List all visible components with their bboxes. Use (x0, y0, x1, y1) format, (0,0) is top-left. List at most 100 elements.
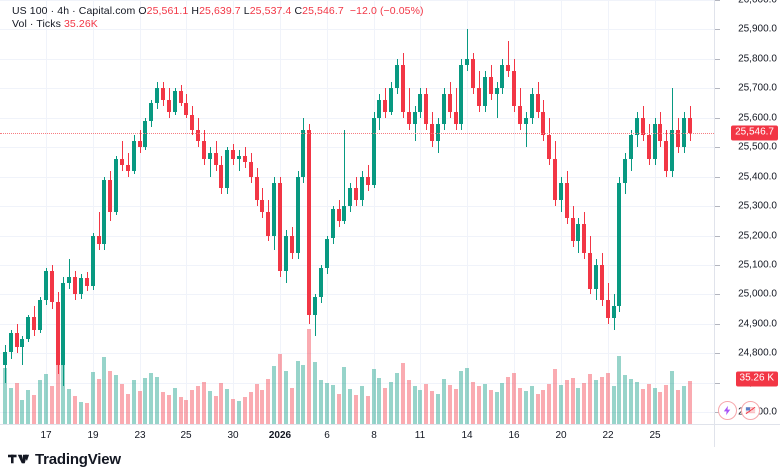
legend-close-key: C (294, 5, 303, 17)
candle-body (442, 94, 446, 124)
candle-body (606, 300, 610, 318)
candle-body (237, 156, 241, 159)
volume-bar (629, 379, 633, 424)
candle-body (249, 161, 253, 177)
volume-bar (114, 375, 118, 424)
volume-bar (524, 391, 528, 424)
volume-bar (483, 383, 487, 424)
candle-body (243, 156, 247, 162)
volume-bar (500, 382, 504, 424)
candle-body (138, 141, 142, 148)
volume-bar (682, 386, 686, 424)
legend-volume-row[interactable]: Vol · Ticks 35.26K (12, 18, 424, 31)
candle-body (9, 332, 13, 352)
volume-value-badge[interactable]: 35.26 K (735, 371, 778, 387)
volume-bar (3, 368, 7, 424)
candle-wick (497, 82, 498, 118)
volume-bar (623, 375, 627, 424)
candle-wick (344, 129, 345, 224)
candle-wick (467, 29, 468, 71)
candle-body (67, 276, 71, 283)
vertical-gridline (655, 0, 656, 424)
price-tick-mark (715, 177, 720, 178)
candle-body (208, 153, 212, 159)
candle-body (594, 265, 598, 289)
volume-bar (331, 385, 335, 424)
time-tick-label: 11 (414, 430, 426, 441)
price-tick-label: 25,900.0 (738, 23, 777, 35)
candle-body (38, 300, 42, 330)
price-tick-label: 25,700.0 (738, 82, 777, 94)
volume-bar (202, 381, 206, 424)
legend-high-key: H (191, 5, 200, 17)
candle-body (296, 176, 300, 254)
price-tick-label: 25,400.0 (738, 171, 777, 183)
price-axis[interactable]: 26,000.0 25,900.0 25,800.0 25,700.0 25,600.0… (714, 0, 780, 424)
price-tick-mark (715, 147, 720, 148)
volume-bar (612, 386, 616, 424)
candle-body (102, 179, 106, 245)
time-axis[interactable]: 17 19 23 25 30 2026 6 8 11 14 16 20 22 25 (0, 424, 714, 447)
candle-body (225, 150, 229, 189)
legend-symbol[interactable]: US 100 (12, 5, 48, 17)
volume-bar (635, 381, 639, 424)
volume-bar (395, 373, 399, 424)
volume-bar (512, 373, 516, 424)
horizontal-gridline (0, 147, 714, 148)
volume-bar (658, 392, 662, 424)
candle-body (647, 135, 651, 159)
legend-interval[interactable]: 4h (57, 5, 70, 17)
candle-body (126, 164, 130, 171)
vertical-gridline (467, 0, 468, 424)
candle-body (576, 223, 580, 242)
candle-body (641, 117, 645, 136)
chart-legend: US 100 · 4h · Capital.com O25,561.1 H25,… (12, 5, 424, 31)
vertical-gridline (374, 0, 375, 424)
us-session-flag-icon[interactable] (741, 401, 760, 420)
volume-bar (284, 370, 288, 424)
volume-bar (26, 390, 30, 424)
volume-bar (366, 396, 370, 424)
legend-symbol-row[interactable]: US 100 · 4h · Capital.com O25,561.1 H25,… (12, 5, 424, 18)
candle-body (413, 111, 417, 124)
candle-body (670, 129, 674, 171)
candle-wick (415, 106, 416, 142)
volume-bar (354, 394, 358, 424)
candle-body (676, 129, 680, 148)
volume-bar (73, 396, 77, 424)
volume-bar (436, 393, 440, 424)
volume-bar (249, 392, 253, 424)
candle-body (179, 91, 183, 104)
candle-body (389, 88, 393, 112)
candle-wick (140, 129, 141, 154)
volume-bar (360, 386, 364, 424)
volume-bar (530, 386, 534, 424)
candle-body (120, 159, 124, 165)
current-price-badge[interactable]: 25,546.7 (731, 125, 778, 141)
volume-bar (290, 387, 294, 424)
price-tick-mark (715, 383, 720, 384)
price-tick-label: 25,800.0 (738, 53, 777, 65)
candle-body (653, 123, 657, 159)
candle-body (301, 129, 305, 177)
price-tick-label: 24,900.0 (738, 318, 777, 330)
volume-bar (56, 343, 60, 424)
chart-plot-area[interactable] (0, 0, 714, 424)
alert-lightning-icon[interactable] (718, 401, 737, 420)
time-tick-label: 6 (324, 430, 330, 441)
volume-bar (20, 399, 24, 424)
candle-wick (69, 259, 70, 289)
candle-body (85, 278, 89, 286)
tradingview-watermark: TradingView (8, 448, 121, 470)
time-tick-label: 8 (371, 430, 377, 441)
volume-bar (214, 396, 218, 424)
vertical-gridline (93, 0, 94, 424)
volume-bar (471, 381, 475, 424)
horizontal-gridline (0, 0, 714, 1)
candle-wick (99, 212, 100, 251)
volume-bar (225, 388, 229, 424)
candle-body (500, 64, 504, 89)
legend-exchange[interactable]: Capital.com (78, 5, 136, 17)
candle-body (97, 235, 101, 245)
volume-bar (179, 397, 183, 424)
